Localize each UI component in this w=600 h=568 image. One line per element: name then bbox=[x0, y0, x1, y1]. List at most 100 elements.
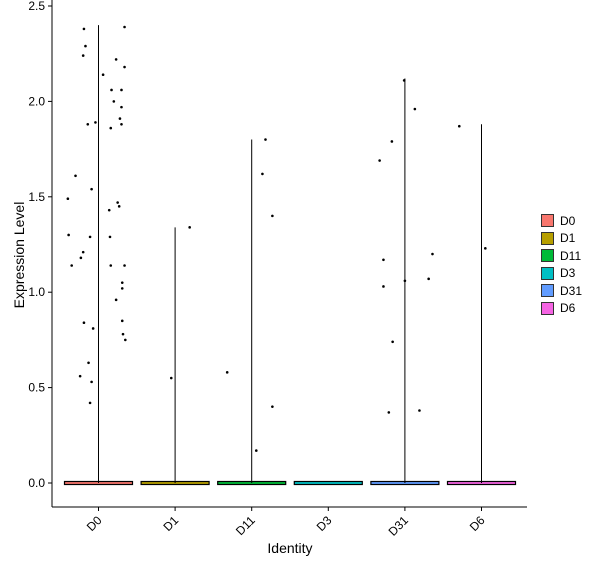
data-point bbox=[109, 126, 113, 130]
x-tick-label: D0 bbox=[84, 513, 105, 534]
violin-d0 bbox=[63, 25, 134, 486]
legend-key-d1 bbox=[541, 231, 554, 245]
data-point bbox=[66, 197, 70, 201]
legend-item-d11: D11 bbox=[541, 247, 582, 265]
data-point bbox=[116, 201, 119, 204]
data-point bbox=[225, 371, 229, 374]
data-point bbox=[382, 285, 385, 288]
data-point bbox=[120, 287, 124, 290]
legend-label: D6 bbox=[560, 301, 576, 316]
data-point bbox=[114, 58, 118, 61]
data-point bbox=[418, 409, 421, 412]
y-tick-label: 0.5 bbox=[28, 381, 45, 395]
data-point bbox=[271, 405, 274, 408]
data-point bbox=[271, 214, 274, 218]
data-point bbox=[188, 226, 191, 229]
data-point bbox=[120, 88, 123, 92]
data-point bbox=[70, 264, 73, 267]
legend-key-d31 bbox=[541, 284, 554, 298]
x-tick-label: D6 bbox=[467, 513, 488, 534]
data-point bbox=[261, 172, 264, 176]
data-point bbox=[402, 79, 406, 82]
x-tick-label: D31 bbox=[386, 513, 412, 539]
data-point bbox=[90, 380, 93, 384]
x-tick-label: D1 bbox=[160, 513, 181, 534]
legend-item-d6: D6 bbox=[541, 300, 582, 318]
data-point bbox=[67, 233, 70, 237]
data-point bbox=[264, 138, 267, 141]
legend-label: D31 bbox=[560, 283, 583, 298]
data-point bbox=[81, 54, 85, 57]
legend-label: D3 bbox=[560, 266, 576, 281]
data-point bbox=[390, 140, 394, 143]
data-point bbox=[112, 100, 116, 103]
data-point bbox=[123, 65, 126, 69]
data-point bbox=[114, 298, 118, 302]
data-point bbox=[79, 256, 83, 260]
violin-d6 bbox=[446, 124, 517, 486]
data-point bbox=[87, 361, 90, 365]
data-point bbox=[78, 374, 82, 378]
y-axis-title: Expression Level bbox=[11, 202, 27, 309]
data-point bbox=[120, 281, 124, 284]
legend-item-d0: D0 bbox=[541, 212, 582, 230]
legend-label: D0 bbox=[560, 213, 576, 228]
data-point bbox=[382, 258, 385, 262]
violins-layer bbox=[63, 25, 517, 486]
data-point bbox=[94, 121, 97, 124]
legend-item-d31: D31 bbox=[541, 282, 582, 300]
data-point bbox=[120, 122, 123, 126]
data-point bbox=[413, 107, 417, 111]
legend-key-d0 bbox=[541, 214, 554, 228]
y-tick-label: 1.0 bbox=[28, 285, 45, 299]
data-point bbox=[391, 340, 394, 344]
x-tick-label: D3 bbox=[314, 513, 335, 534]
data-point bbox=[91, 327, 95, 330]
data-point bbox=[109, 264, 113, 267]
data-point bbox=[82, 321, 86, 325]
data-point bbox=[169, 376, 173, 380]
data-point bbox=[107, 208, 111, 212]
data-point bbox=[254, 449, 258, 452]
legend-key-d11 bbox=[541, 249, 554, 263]
data-point bbox=[82, 27, 86, 31]
legend-item-d3: D3 bbox=[541, 265, 582, 283]
data-point bbox=[84, 44, 87, 48]
violin-d11 bbox=[217, 139, 287, 486]
data-point bbox=[378, 159, 381, 162]
axes-layer: 0.0 0.5 1.0 1.5 2.0 2.5 D0 D1 D11 D3 D31 D6 bbox=[28, 0, 527, 539]
data-point bbox=[117, 205, 121, 208]
data-point bbox=[427, 277, 430, 281]
violin-base-d3 bbox=[293, 480, 363, 486]
data-point bbox=[74, 174, 77, 178]
data-point bbox=[457, 124, 461, 128]
y-tick-label: 1.5 bbox=[28, 190, 45, 204]
y-tick-label: 0.0 bbox=[28, 476, 45, 490]
legend-label: D1 bbox=[560, 231, 576, 246]
points-layer bbox=[66, 25, 487, 452]
data-point bbox=[120, 319, 124, 323]
x-tick-label: D11 bbox=[233, 513, 258, 538]
data-point bbox=[110, 88, 113, 92]
data-point bbox=[123, 25, 126, 29]
data-point bbox=[118, 117, 122, 120]
data-point bbox=[108, 235, 112, 239]
data-point bbox=[387, 411, 391, 414]
data-point bbox=[86, 122, 90, 126]
data-point bbox=[403, 279, 407, 283]
data-point bbox=[123, 264, 126, 267]
data-point bbox=[124, 338, 127, 342]
legend-label: D11 bbox=[560, 248, 582, 263]
y-tick-label: 2.0 bbox=[28, 94, 45, 108]
violin-d3 bbox=[293, 480, 363, 486]
x-axis-title: Identity bbox=[267, 540, 312, 556]
legend-key-d3 bbox=[541, 266, 554, 280]
legend-item-d1: D1 bbox=[541, 230, 582, 248]
data-point bbox=[484, 247, 487, 250]
data-point bbox=[121, 332, 125, 336]
data-point bbox=[88, 401, 92, 405]
legend: D0 D1 D11 D3 D31 D6 bbox=[541, 212, 582, 317]
data-point bbox=[81, 250, 85, 254]
data-point bbox=[90, 187, 93, 191]
